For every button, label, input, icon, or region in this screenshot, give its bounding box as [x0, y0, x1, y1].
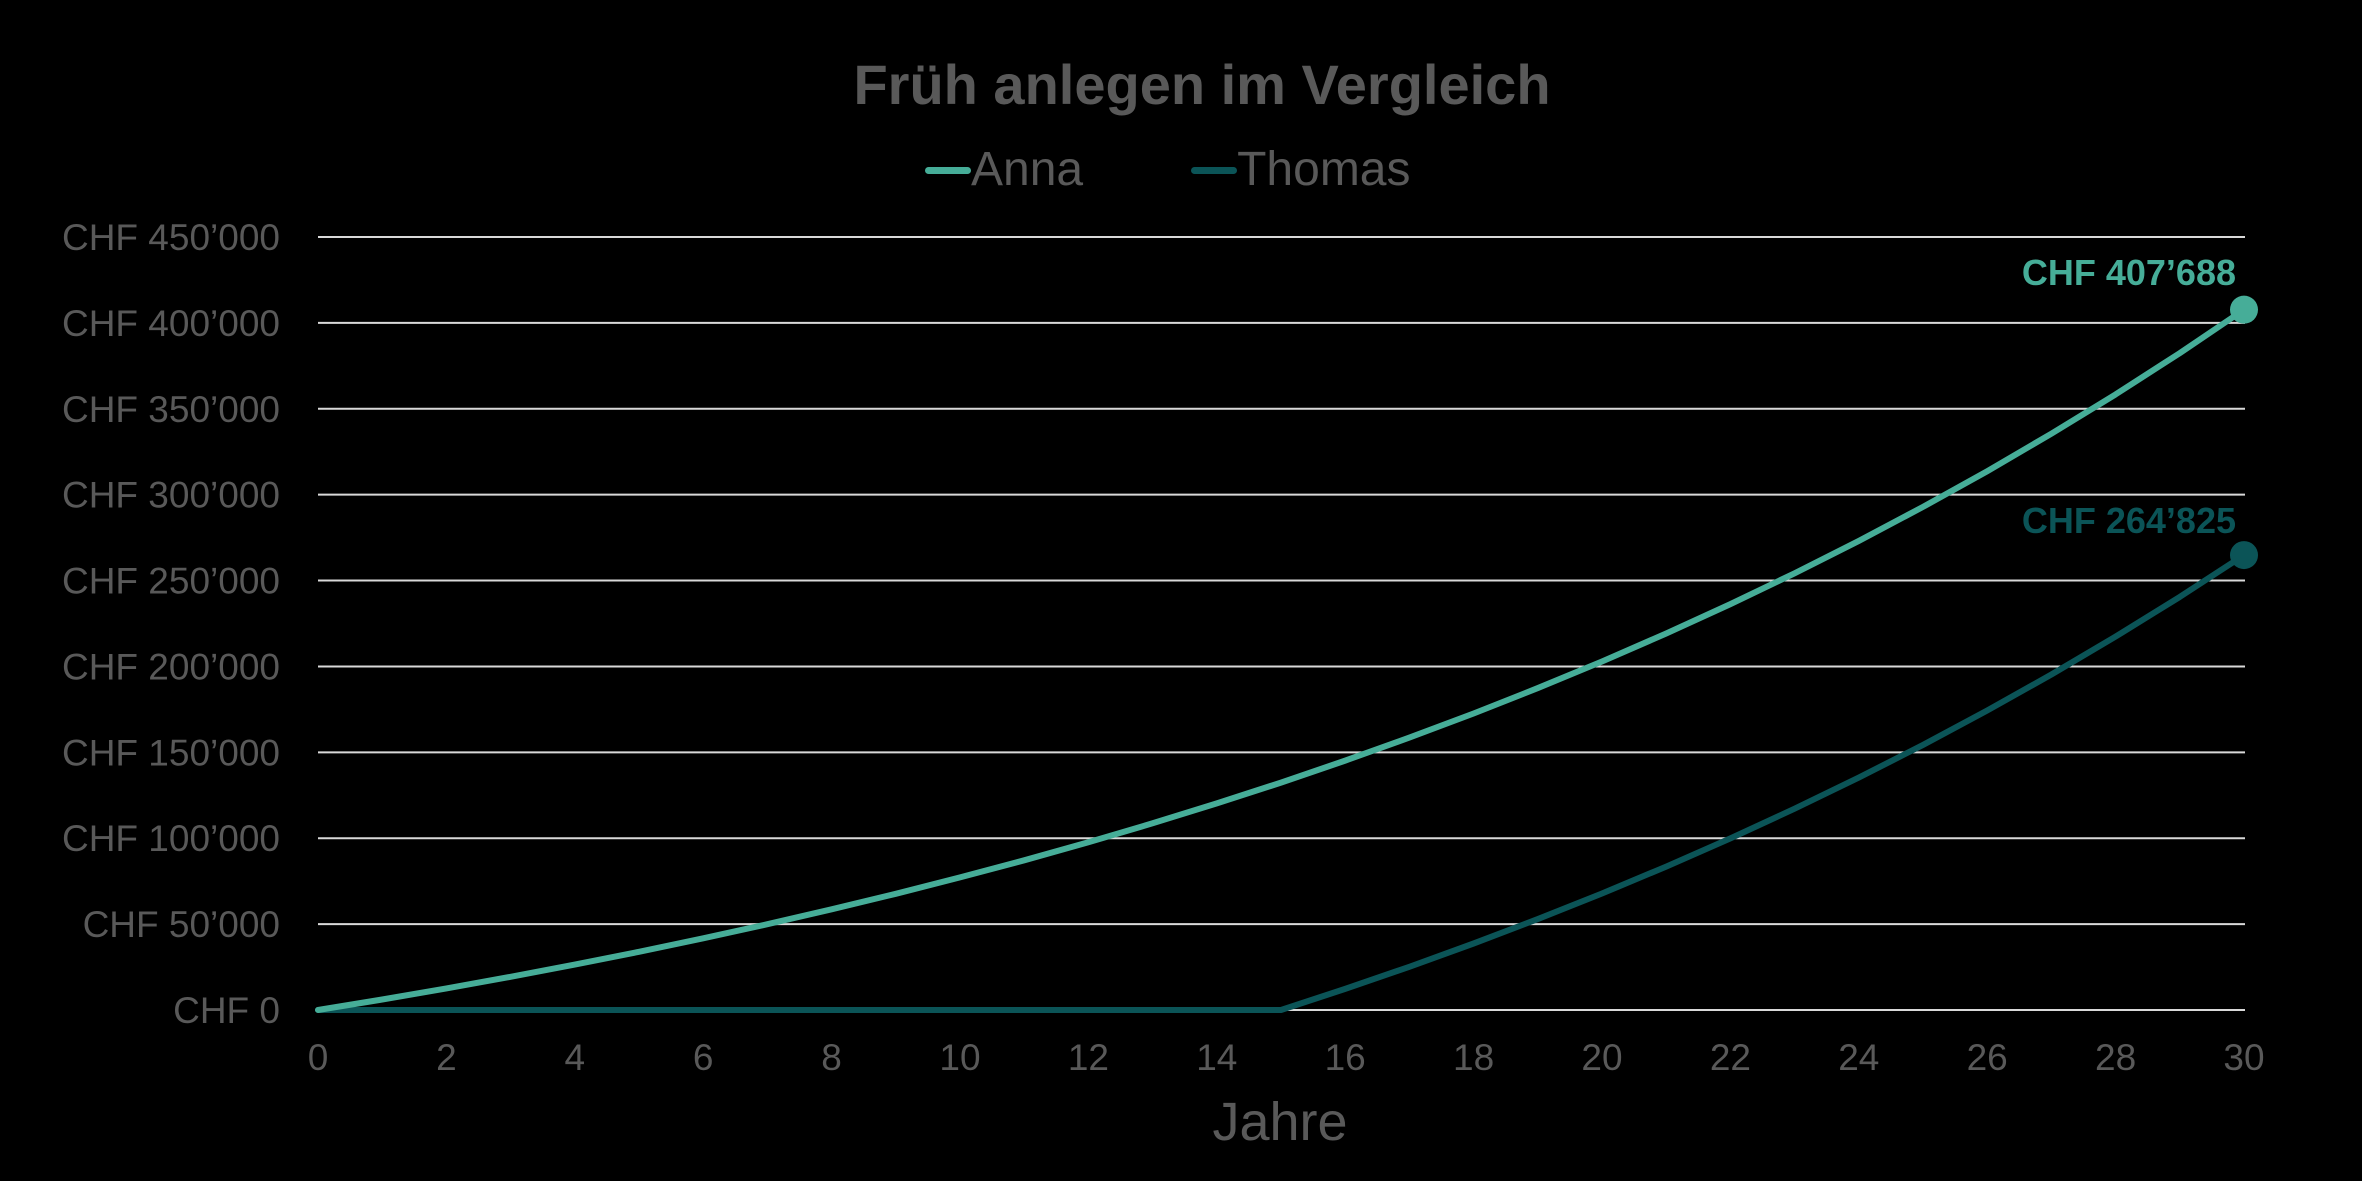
series-line-anna[interactable]	[315, 306, 2247, 1013]
y-tick-label: CHF 400’000	[62, 303, 280, 344]
legend-label-anna: Anna	[971, 143, 1084, 196]
x-tick-label: 24	[1838, 1037, 1879, 1078]
y-tick-label: CHF 100’000	[62, 818, 280, 859]
x-tick-label: 20	[1581, 1037, 1622, 1078]
chart-title: Früh anlegen im Vergleich	[853, 53, 1551, 116]
legend: Anna Thomas	[925, 142, 1519, 198]
x-tick-label: 28	[2095, 1037, 2136, 1078]
x-tick-label: 0	[308, 1037, 329, 1078]
x-tick-label: 30	[2223, 1037, 2264, 1078]
series-lines	[315, 306, 2247, 1013]
x-tick-label: 2	[436, 1037, 457, 1078]
end-marker-thomas[interactable]	[2230, 541, 2258, 570]
y-tick-label: CHF 200’000	[62, 646, 280, 687]
x-tick-label: 14	[1196, 1037, 1237, 1078]
end-marker-anna[interactable]	[2230, 295, 2258, 324]
y-tick-label: CHF 350’000	[62, 389, 280, 430]
legend-item-thomas[interactable]: Thomas	[1191, 142, 1411, 198]
legend-label-thomas: Thomas	[1237, 143, 1411, 196]
x-tick-label: 10	[939, 1037, 980, 1078]
end-value-label-anna: CHF 407’688	[2022, 252, 2236, 293]
gridlines	[318, 236, 2245, 1011]
x-axis-ticks: 0 2 4 6 8 10 12 14 16 18 20 22 24 26 28 30	[308, 1037, 2265, 1078]
x-tick-label: 6	[693, 1037, 714, 1078]
x-tick-label: 22	[1710, 1037, 1751, 1078]
y-axis-ticks: CHF 0 CHF 50’000 CHF 100’000 CHF 150’000 CHF…	[62, 217, 280, 1031]
end-value-label-thomas: CHF 264’825	[2022, 500, 2236, 541]
legend-item-anna[interactable]: Anna	[925, 142, 1083, 198]
y-tick-label: CHF 50’000	[83, 904, 280, 945]
series-end-markers: CHF 264’825 CHF 407’688	[2022, 252, 2258, 570]
x-axis-label: Jahre	[1212, 1092, 1347, 1152]
y-tick-label: CHF 0	[173, 990, 280, 1031]
x-tick-label: 12	[1068, 1037, 1109, 1078]
legend-swatch-anna	[925, 166, 971, 174]
x-tick-label: 16	[1325, 1037, 1366, 1078]
x-tick-label: 26	[1967, 1037, 2008, 1078]
y-tick-label: CHF 250’000	[62, 561, 280, 602]
series-line-thomas[interactable]	[315, 552, 2247, 1013]
legend-swatch-thomas	[1191, 166, 1238, 174]
x-tick-label: 4	[565, 1037, 586, 1078]
y-tick-label: CHF 300’000	[62, 475, 280, 516]
x-tick-label: 8	[821, 1037, 842, 1078]
y-tick-label: CHF 450’000	[62, 217, 280, 258]
y-tick-label: CHF 150’000	[62, 732, 280, 773]
x-tick-label: 18	[1453, 1037, 1494, 1078]
